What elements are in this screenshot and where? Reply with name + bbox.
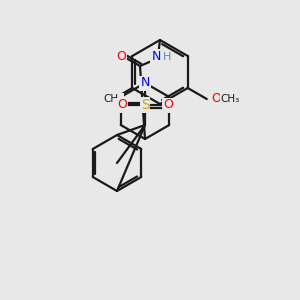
Text: H: H: [163, 52, 171, 62]
Text: O: O: [211, 92, 220, 106]
Text: S: S: [141, 98, 149, 112]
Text: N: N: [140, 76, 150, 89]
Text: CH₃: CH₃: [221, 94, 240, 104]
Text: O: O: [117, 98, 127, 112]
Text: CH₃: CH₃: [103, 94, 123, 104]
Text: O: O: [163, 98, 173, 112]
Text: N: N: [151, 50, 161, 62]
Text: O: O: [116, 50, 126, 62]
